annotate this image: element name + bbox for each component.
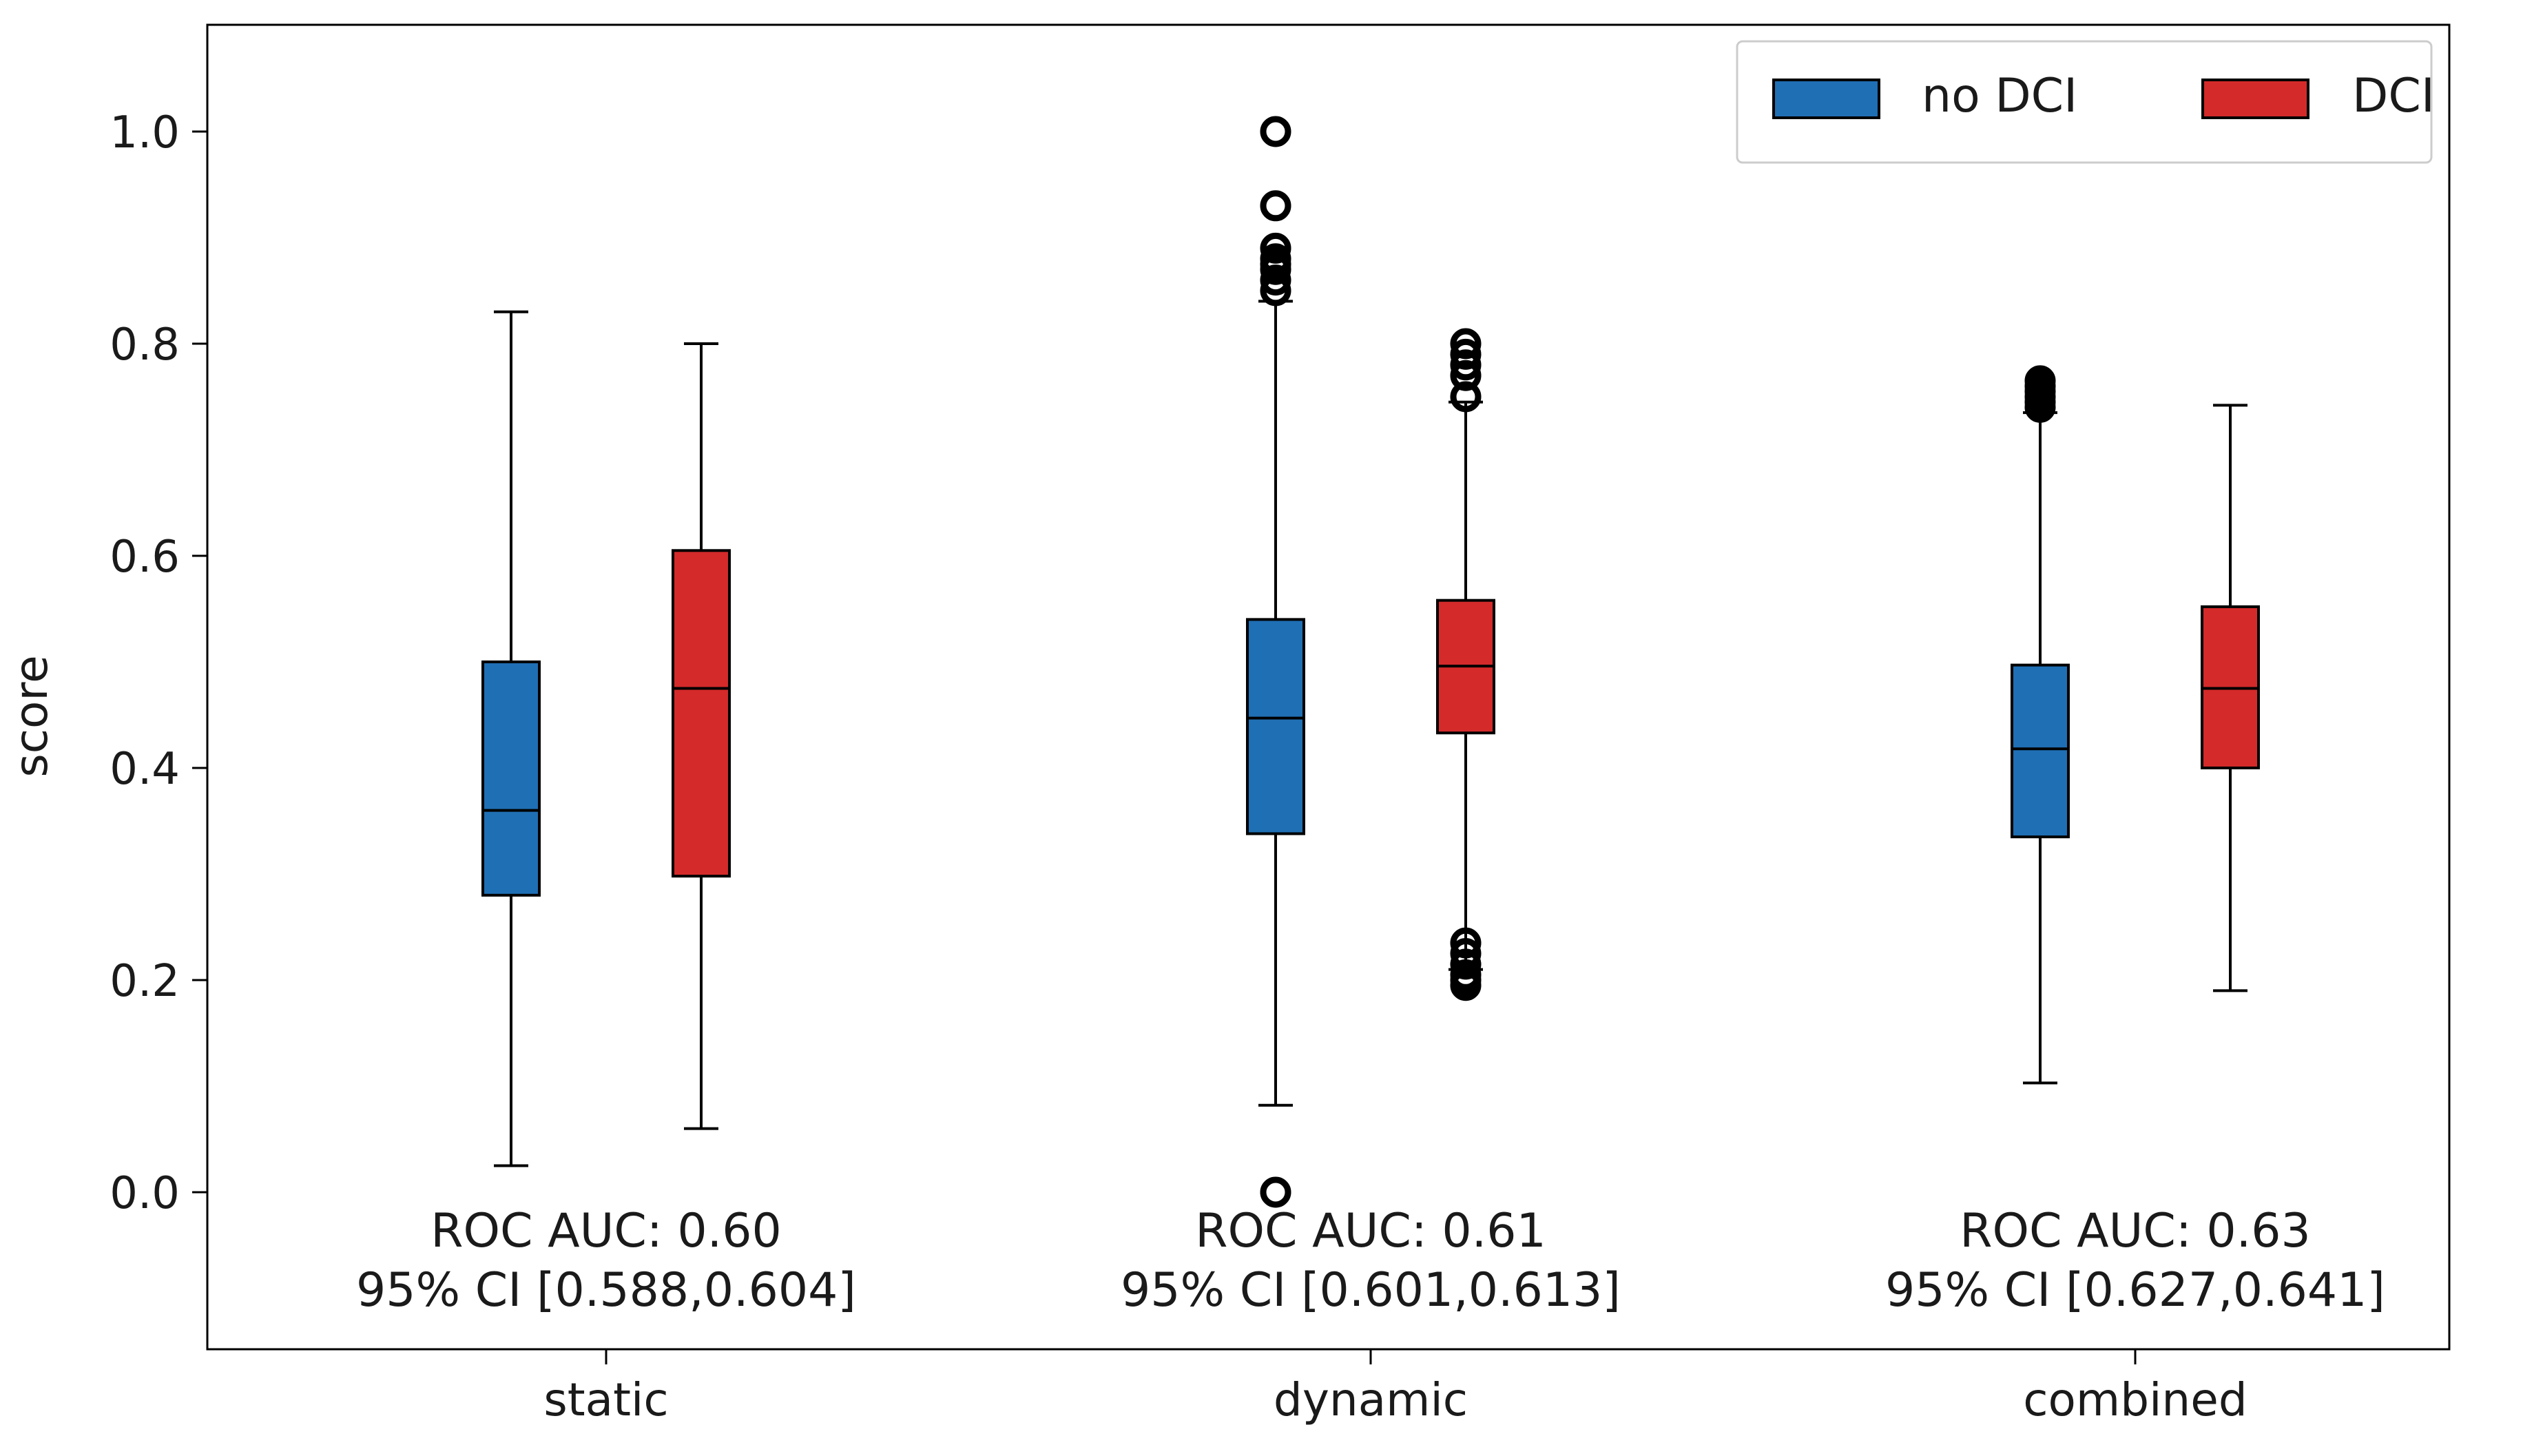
- outlier-point: [1450, 349, 1482, 381]
- confidence-interval-label: 95% CI [0.601,0.613]: [1121, 1263, 1621, 1318]
- x-tick-label-static: static: [543, 1373, 668, 1426]
- y-tick-label: 0.2: [110, 956, 180, 1007]
- roc-auc-label: ROC AUC: 0.63: [1960, 1204, 2311, 1258]
- outlier-point: [1260, 243, 1291, 275]
- outlier-point: [1260, 116, 1291, 147]
- outlier-point: [1450, 338, 1482, 370]
- y-tick-label: 1.0: [110, 107, 180, 158]
- outlier-point: [1450, 959, 1482, 990]
- x-tick-label-dynamic: dynamic: [1274, 1373, 1468, 1426]
- legend-frame: [1736, 40, 2433, 164]
- y-tick-label: 0.6: [110, 532, 180, 583]
- confidence-interval-label: 95% CI [0.627,0.641]: [1885, 1263, 2385, 1318]
- box-dci-static: [672, 342, 731, 1130]
- x-tick-label-combined: combined: [2023, 1373, 2247, 1426]
- plot-layer: [481, 116, 2260, 1208]
- confidence-interval-label: 95% CI [0.588,0.604]: [356, 1263, 856, 1318]
- outlier-point: [1260, 264, 1291, 296]
- outlier-point: [1450, 948, 1482, 980]
- y-tick-label: 0.8: [110, 320, 180, 371]
- box-body: [2011, 663, 2070, 839]
- legend: no DCI DCI: [1736, 40, 2435, 164]
- roc-auc-label: ROC AUC: 0.60: [430, 1204, 782, 1258]
- outlier-point: [1450, 938, 1482, 969]
- y-axis-label: score: [5, 655, 58, 777]
- axes-layer: 0.0 0.2 0.4 0.6 0.8 1.0 static dynamic combined: [110, 23, 2451, 1426]
- box-no-dci-combined: [2011, 365, 2070, 1085]
- box-body: [481, 661, 541, 897]
- y-tick-label: 0.4: [110, 744, 180, 795]
- legend-swatch-no-dci: [1772, 79, 1880, 119]
- roc-auc-label: ROC AUC: 0.61: [1195, 1204, 1546, 1258]
- legend-label-no-dci: no DCI: [1922, 69, 2077, 123]
- box-no-dci-static: [481, 310, 541, 1167]
- outlier-point: [1450, 381, 1482, 413]
- y-tick-label: 0.0: [110, 1168, 180, 1219]
- box-dci-dynamic: [1436, 328, 1495, 1001]
- box-body: [1246, 618, 1305, 835]
- outlier-point: [1260, 190, 1291, 222]
- legend-swatch-dci: [2201, 79, 2309, 119]
- outlier-point: [1260, 232, 1291, 264]
- outlier-point: [1450, 328, 1482, 360]
- outlier-point: [2024, 365, 2056, 397]
- outlier-point: [1450, 927, 1482, 959]
- box-dci-combined: [2201, 404, 2260, 992]
- outlier-point: [1260, 1176, 1291, 1208]
- outlier-point: [1450, 360, 1482, 391]
- legend-label-dci: DCI: [2352, 69, 2435, 123]
- plot-frame: [206, 23, 2451, 1351]
- box-body: [672, 549, 731, 878]
- box-no-dci-dynamic: [1246, 116, 1305, 1208]
